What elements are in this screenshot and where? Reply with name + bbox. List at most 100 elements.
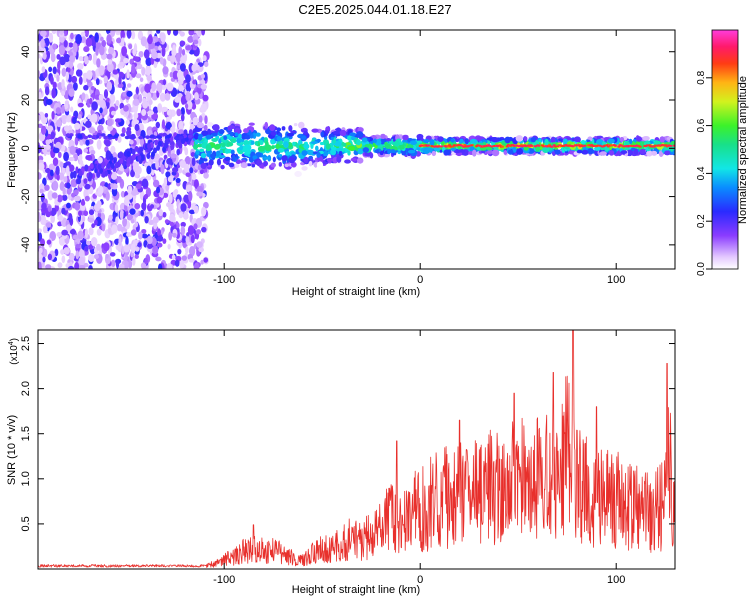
spectrogram-cell: [165, 171, 171, 178]
spectrogram-cell: [124, 135, 130, 140]
spectrogram-cell: [583, 144, 587, 147]
spectrogram-cell: [576, 149, 583, 154]
spectrogram-cell: [123, 57, 129, 64]
spectrogram-cell: [106, 162, 111, 169]
spectrogram-cell: [110, 182, 114, 189]
spectrogram-cell: [83, 135, 89, 140]
spectrogram-cell: [580, 139, 586, 145]
spectrogram-cell: [364, 144, 370, 148]
spectrogram-cell: [203, 71, 208, 81]
spectrogram-cell: [66, 182, 71, 189]
spectrogram-cell: [78, 256, 86, 266]
spectrogram-cell: [166, 262, 173, 269]
spectrogram-cell: [181, 48, 186, 56]
spectrogram-cell: [156, 196, 163, 204]
spectrogram-cell: [91, 113, 98, 123]
spectrogram-cell: [504, 136, 511, 144]
spectrogram-cell: [347, 145, 356, 151]
spectrogram-cell: [487, 149, 493, 155]
spectrogram-cell: [270, 140, 275, 145]
spectrogram-cell: [326, 157, 333, 163]
spectrogram-cell: [96, 200, 102, 209]
spectrogram-cell: [147, 35, 153, 45]
spectrogram-cell: [40, 30, 47, 37]
spectrogram-cell: [51, 192, 58, 199]
spectrogram-cell: [107, 133, 113, 138]
spectrogram-cell: [195, 229, 202, 235]
spectrogram-cell: [338, 150, 343, 157]
spectrogram-cell: [556, 145, 560, 148]
spectrogram-cell: [206, 122, 214, 127]
spectrogram-cell: [664, 150, 671, 156]
spectrogram-cell: [140, 36, 148, 47]
spectrogram-cell: [437, 136, 444, 142]
spectrogram-cell: [281, 155, 288, 162]
spectrogram-cell: [61, 207, 66, 215]
spectrogram-cell: [507, 149, 514, 155]
spectrogram-cell: [68, 156, 75, 162]
spectrogram-cell: [276, 136, 282, 142]
spectrogram-cell: [344, 159, 351, 164]
spectrogram-cell: [112, 69, 119, 75]
spectrogram-cell: [106, 53, 113, 60]
spectrogram-cell: [63, 176, 68, 183]
spectrogram-cell: [264, 144, 272, 152]
spectrogram-cell: [256, 159, 263, 166]
spectrogram-cell: [281, 126, 286, 131]
spectrogram-cell: [229, 138, 237, 143]
spectrogram-cell: [129, 208, 136, 215]
snr-x-tick-label: -100: [213, 574, 235, 586]
spectrogram-cell: [202, 94, 209, 102]
spectrogram-cell: [134, 104, 138, 114]
spectrogram-cell: [38, 253, 42, 259]
spectrogram-cell: [166, 157, 173, 165]
spectrogram-cell: [138, 50, 144, 58]
spectrogram-cell: [77, 102, 84, 108]
spectrogram-cell: [144, 257, 149, 265]
spectrogram-cell: [402, 134, 409, 141]
spectrogram-cell: [218, 138, 222, 144]
spectrogram-cell: [87, 217, 95, 223]
spectrogram-cell: [170, 143, 175, 150]
spectrogram-cell: [263, 160, 269, 167]
spectrogram-cell: [96, 243, 101, 251]
spectrogram-cell: [178, 212, 184, 219]
spectrogram-cell: [248, 122, 255, 126]
snr-y-multiplier: (x104): [8, 338, 20, 365]
spectrogram-cell: [61, 115, 67, 120]
spectrogram-cell: [38, 172, 42, 180]
spectrogram-cell: [132, 119, 140, 125]
spectrogram-cell: [189, 49, 195, 55]
spectrogram-cell: [38, 114, 41, 122]
spectrogram-cell: [333, 140, 342, 147]
spectrogram-cell: [165, 121, 172, 130]
spectrogram-cell: [58, 172, 65, 181]
spectrogram-cell: [191, 157, 196, 167]
spectrogram-cell: [200, 152, 207, 159]
spectrogram-cell: [78, 210, 82, 217]
spectrogram-cell: [117, 135, 122, 143]
spectrogram-cell: [40, 125, 47, 135]
snr-frame: [37, 329, 676, 570]
spectrogram-cell: [132, 163, 139, 173]
spectrogram-cell: [159, 92, 166, 102]
spectrogram-cell: [172, 166, 179, 173]
spectrogram-cell: [622, 145, 626, 148]
snr-y-tick-label: 2.5: [20, 336, 32, 351]
spectrogram-cell: [119, 209, 124, 220]
spectrogram-cell: [91, 223, 96, 229]
spectrogram-cell: [52, 43, 57, 50]
spectrogram-cell: [126, 90, 133, 97]
spectrogram-cell: [426, 147, 434, 153]
spectrogram-cell: [190, 151, 196, 158]
spectrogram-cell: [123, 105, 129, 112]
spectrogram-cell: [78, 76, 83, 85]
spectrogram-cell: [369, 152, 374, 159]
spectrogram-cell: [330, 136, 334, 141]
spectrogram-cell: [491, 137, 499, 143]
spectrogram-cell: [205, 144, 212, 152]
spectrogram-cell: [151, 82, 157, 92]
spectrogram-cell: [58, 214, 63, 222]
spectrogram-cell: [45, 98, 53, 105]
spectrogram-cell: [216, 158, 222, 166]
